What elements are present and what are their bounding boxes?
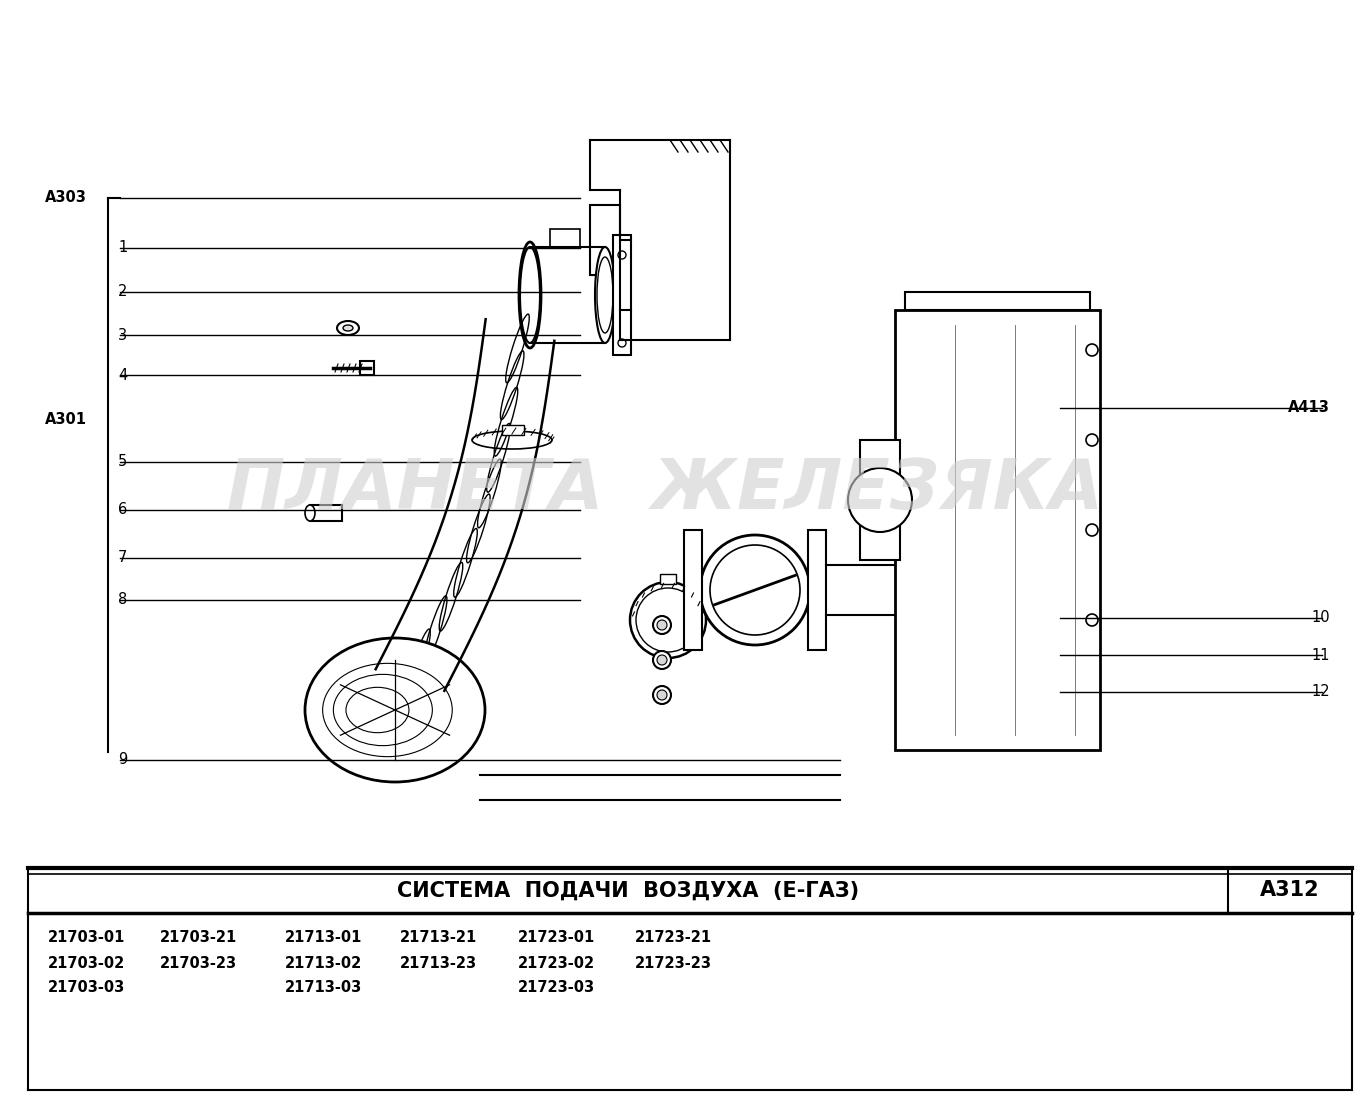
Ellipse shape: [304, 505, 315, 522]
Circle shape: [653, 686, 670, 704]
Text: 1: 1: [118, 240, 128, 256]
Bar: [684, 530, 702, 651]
Bar: [905, 292, 1090, 310]
Text: 21703-02: 21703-02: [48, 955, 125, 971]
Text: 21713-23: 21713-23: [400, 955, 477, 971]
Text: 21703-21: 21703-21: [160, 931, 237, 945]
Circle shape: [653, 616, 670, 634]
Circle shape: [618, 251, 627, 259]
Text: 21723-21: 21723-21: [635, 931, 712, 945]
Text: ПЛАНЕТА  ЖЕЛЕЗЯКА: ПЛАНЕТА ЖЕЛЕЗЯКА: [228, 457, 1104, 524]
Ellipse shape: [304, 638, 485, 782]
Circle shape: [701, 535, 810, 645]
Text: 6: 6: [118, 503, 128, 517]
Circle shape: [1086, 614, 1098, 626]
Ellipse shape: [343, 325, 352, 331]
Text: А312: А312: [1260, 881, 1320, 901]
Text: 21723-23: 21723-23: [635, 955, 712, 971]
Bar: [808, 530, 825, 651]
Text: 21713-02: 21713-02: [285, 955, 362, 971]
Text: 21713-21: 21713-21: [400, 931, 477, 945]
Text: 11: 11: [1312, 647, 1330, 663]
Text: 21723-02: 21723-02: [518, 955, 595, 971]
Text: 21723-01: 21723-01: [518, 931, 595, 945]
Circle shape: [657, 620, 668, 631]
Ellipse shape: [337, 321, 359, 335]
Bar: [361, 361, 374, 375]
Text: 10: 10: [1312, 610, 1330, 625]
Circle shape: [1086, 524, 1098, 536]
Circle shape: [657, 655, 668, 665]
Text: 9: 9: [118, 753, 128, 767]
Circle shape: [657, 691, 668, 699]
Text: 21703-01: 21703-01: [48, 931, 125, 945]
Circle shape: [849, 468, 912, 532]
Text: 21713-01: 21713-01: [285, 931, 362, 945]
Text: СИСТЕМА  ПОДАЧИ  ВОЗДУХА  (Е-ГАЗ): СИСТЕМА ПОДАЧИ ВОЗДУХА (Е-ГАЗ): [398, 881, 860, 901]
Bar: [550, 229, 580, 247]
Text: А413: А413: [1289, 400, 1330, 416]
Text: 3: 3: [118, 328, 128, 342]
Bar: [659, 574, 676, 584]
Text: А301: А301: [45, 413, 86, 427]
Circle shape: [1086, 344, 1098, 356]
Text: 2: 2: [118, 285, 128, 299]
Bar: [613, 235, 631, 355]
Text: 12: 12: [1312, 685, 1330, 699]
Bar: [860, 440, 899, 560]
Text: 21703-03: 21703-03: [48, 981, 125, 995]
Text: 4: 4: [118, 367, 128, 383]
Text: 8: 8: [118, 593, 128, 607]
Text: А303: А303: [45, 190, 86, 206]
Text: 7: 7: [118, 550, 128, 566]
Circle shape: [1086, 434, 1098, 446]
Text: 21723-03: 21723-03: [518, 981, 595, 995]
Text: 21703-23: 21703-23: [160, 955, 237, 971]
Ellipse shape: [595, 247, 616, 342]
Text: 21713-03: 21713-03: [285, 981, 362, 995]
Bar: [310, 505, 341, 522]
Bar: [590, 205, 620, 275]
Circle shape: [653, 651, 670, 669]
Bar: [502, 425, 524, 435]
Circle shape: [618, 339, 627, 347]
Text: 5: 5: [118, 455, 128, 469]
Bar: [895, 310, 1100, 749]
